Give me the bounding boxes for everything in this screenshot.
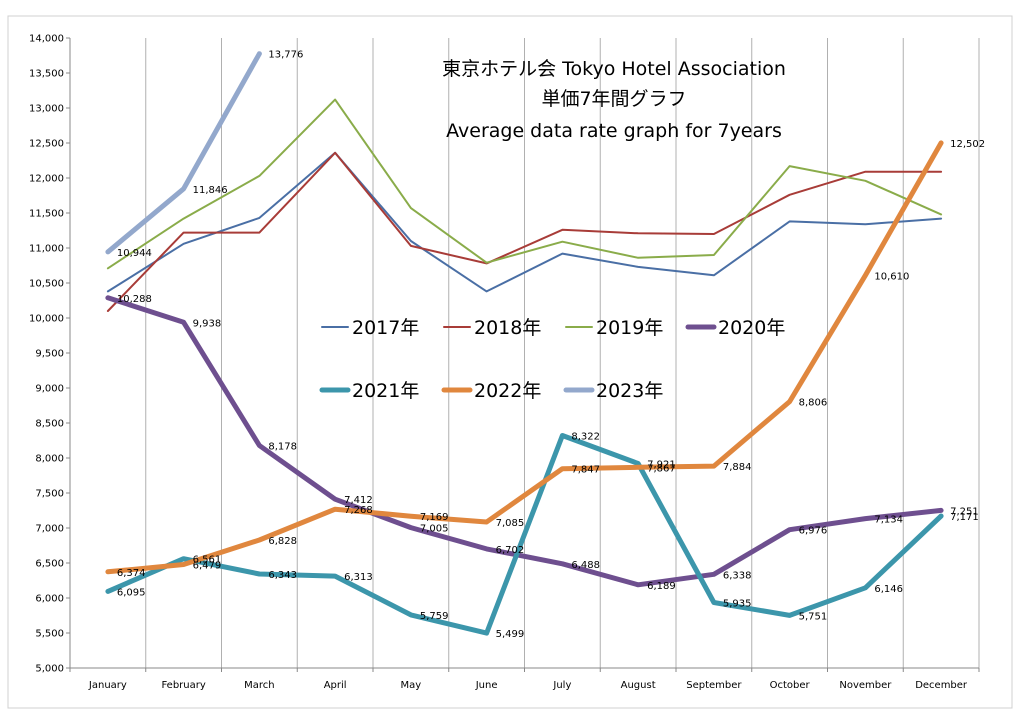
data-label-2021: 6,343 <box>268 570 297 581</box>
data-label-2022: 6,828 <box>268 536 297 547</box>
x-tick-label: May <box>401 680 422 691</box>
data-label-2021: 6,146 <box>874 584 903 595</box>
x-tick-label: August <box>621 680 656 691</box>
data-label-2020: 7,005 <box>420 524 449 535</box>
chart-area-border <box>7 15 1013 709</box>
data-label-2020: 8,178 <box>268 442 297 453</box>
data-label-2022: 6,374 <box>117 568 146 579</box>
data-label-2020: 7,134 <box>874 515 903 526</box>
y-axis-ticks: 5,000 5,500 6,000 6,500 7,000 7,500 8,000 8,500… <box>29 34 70 675</box>
x-tick-label: December <box>915 680 968 691</box>
data-label-2022: 12,502 <box>950 139 985 150</box>
data-label-2020: 9,938 <box>193 318 222 329</box>
data-label-2022: 8,806 <box>799 398 828 409</box>
x-tick-label: June <box>475 680 498 691</box>
y-tick-label: 9,000 <box>35 384 64 395</box>
data-label-2022: 7,169 <box>420 512 449 523</box>
y-tick-label: 7,500 <box>35 489 64 500</box>
chart-title: 東京ホテル会 Tokyo Hotel Association 単価7年間グラフ … <box>442 58 786 142</box>
data-label-2021: 5,751 <box>799 611 828 622</box>
data-label-2021: 6,561 <box>193 555 222 566</box>
data-label-2023: 10,944 <box>117 248 152 259</box>
data-label-2021: 5,759 <box>420 611 449 622</box>
series-line-2017 <box>106 151 943 293</box>
legend: 2017年 2018年 2019年 2020年 2021年 2022年 2023年 <box>319 317 785 402</box>
legend-label-2018: 2018年 <box>474 317 541 339</box>
data-label-2020: 7,412 <box>344 495 373 506</box>
data-label-2022: 7,268 <box>344 505 373 516</box>
series-line-2021 <box>105 433 944 636</box>
x-tick-label: October <box>770 680 811 691</box>
data-label-2020: 10,288 <box>117 294 152 305</box>
data-label-2021: 5,935 <box>723 599 752 610</box>
legend-label-2019: 2019年 <box>596 317 663 339</box>
y-tick-label: 5,500 <box>35 629 64 640</box>
y-tick-label: 11,000 <box>29 244 64 255</box>
series-line-2020 <box>105 295 944 588</box>
y-tick-label: 6,000 <box>35 594 64 605</box>
data-labels: 10,288 9,938 8,178 7,412 7,005 6,702 6,488 6,18… <box>117 50 985 640</box>
y-tick-label: 10,500 <box>29 279 64 290</box>
y-tick-label: 12,500 <box>29 139 64 150</box>
y-tick-label: 13,500 <box>29 69 64 80</box>
legend-label-2020: 2020年 <box>718 317 785 339</box>
data-label-2021: 6,313 <box>344 572 373 583</box>
data-label-2023: 11,846 <box>193 185 228 196</box>
x-tick-label: February <box>161 680 205 691</box>
legend-label-2017: 2017年 <box>352 317 419 339</box>
y-tick-label: 12,000 <box>29 174 64 185</box>
x-tick-label: November <box>839 680 892 691</box>
y-tick-label: 8,000 <box>35 454 64 465</box>
series-line-2023 <box>105 51 262 255</box>
data-label-2021: 7,171 <box>950 512 979 523</box>
data-label-2021: 7,921 <box>647 460 676 471</box>
y-tick-label: 11,500 <box>29 209 64 220</box>
data-label-2021: 5,499 <box>496 629 525 640</box>
x-tick-label: September <box>686 680 742 691</box>
data-label-2022: 7,847 <box>571 465 600 476</box>
y-tick-label: 9,500 <box>35 349 64 360</box>
series-line-2022 <box>105 140 944 575</box>
y-tick-label: 5,000 <box>35 664 64 675</box>
data-label-2022: 7,085 <box>496 518 525 529</box>
x-tick-label: July <box>552 680 571 691</box>
data-label-2023: 13,776 <box>268 50 303 61</box>
y-tick-label: 7,000 <box>35 524 64 535</box>
data-label-2022: 6,479 <box>193 560 222 571</box>
series-lines <box>105 51 944 636</box>
data-label-2021: 8,322 <box>571 431 600 442</box>
y-tick-label: 14,000 <box>29 34 64 45</box>
legend-label-2023: 2023年 <box>596 380 663 402</box>
legend-label-2022: 2022年 <box>474 380 541 402</box>
data-label-2020: 6,976 <box>799 526 828 537</box>
x-tick-label: January <box>88 680 127 691</box>
data-label-2020: 6,488 <box>571 560 600 571</box>
data-label-2020: 7,251 <box>950 506 979 517</box>
x-tick-label: March <box>244 680 274 691</box>
data-label-2022: 7,884 <box>723 462 752 473</box>
data-label-2020: 6,189 <box>647 581 676 592</box>
y-tick-label: 6,500 <box>35 559 64 570</box>
data-label-2020: 6,338 <box>723 570 752 581</box>
y-tick-label: 8,500 <box>35 419 64 430</box>
data-label-2022: 7,867 <box>647 463 676 474</box>
grid-lines <box>145 38 980 668</box>
y-tick-label: 10,000 <box>29 314 64 325</box>
series-line-2019 <box>106 98 943 270</box>
series-line-2018 <box>106 151 943 312</box>
x-tick-label: April <box>324 680 347 691</box>
y-tick-label: 13,000 <box>29 104 64 115</box>
chart-title-line-3: Average data rate graph for 7years <box>446 120 782 142</box>
chart-title-line-1: 東京ホテル会 Tokyo Hotel Association <box>442 58 786 80</box>
chart-title-line-2: 単価7年間グラフ <box>541 88 686 110</box>
data-label-2020: 6,702 <box>496 545 525 556</box>
x-axis-ticks: January February March April May June July Augu… <box>69 668 980 691</box>
data-label-2021: 6,095 <box>117 587 146 598</box>
data-label-2022: 10,610 <box>874 271 909 282</box>
legend-label-2021: 2021年 <box>352 380 419 402</box>
